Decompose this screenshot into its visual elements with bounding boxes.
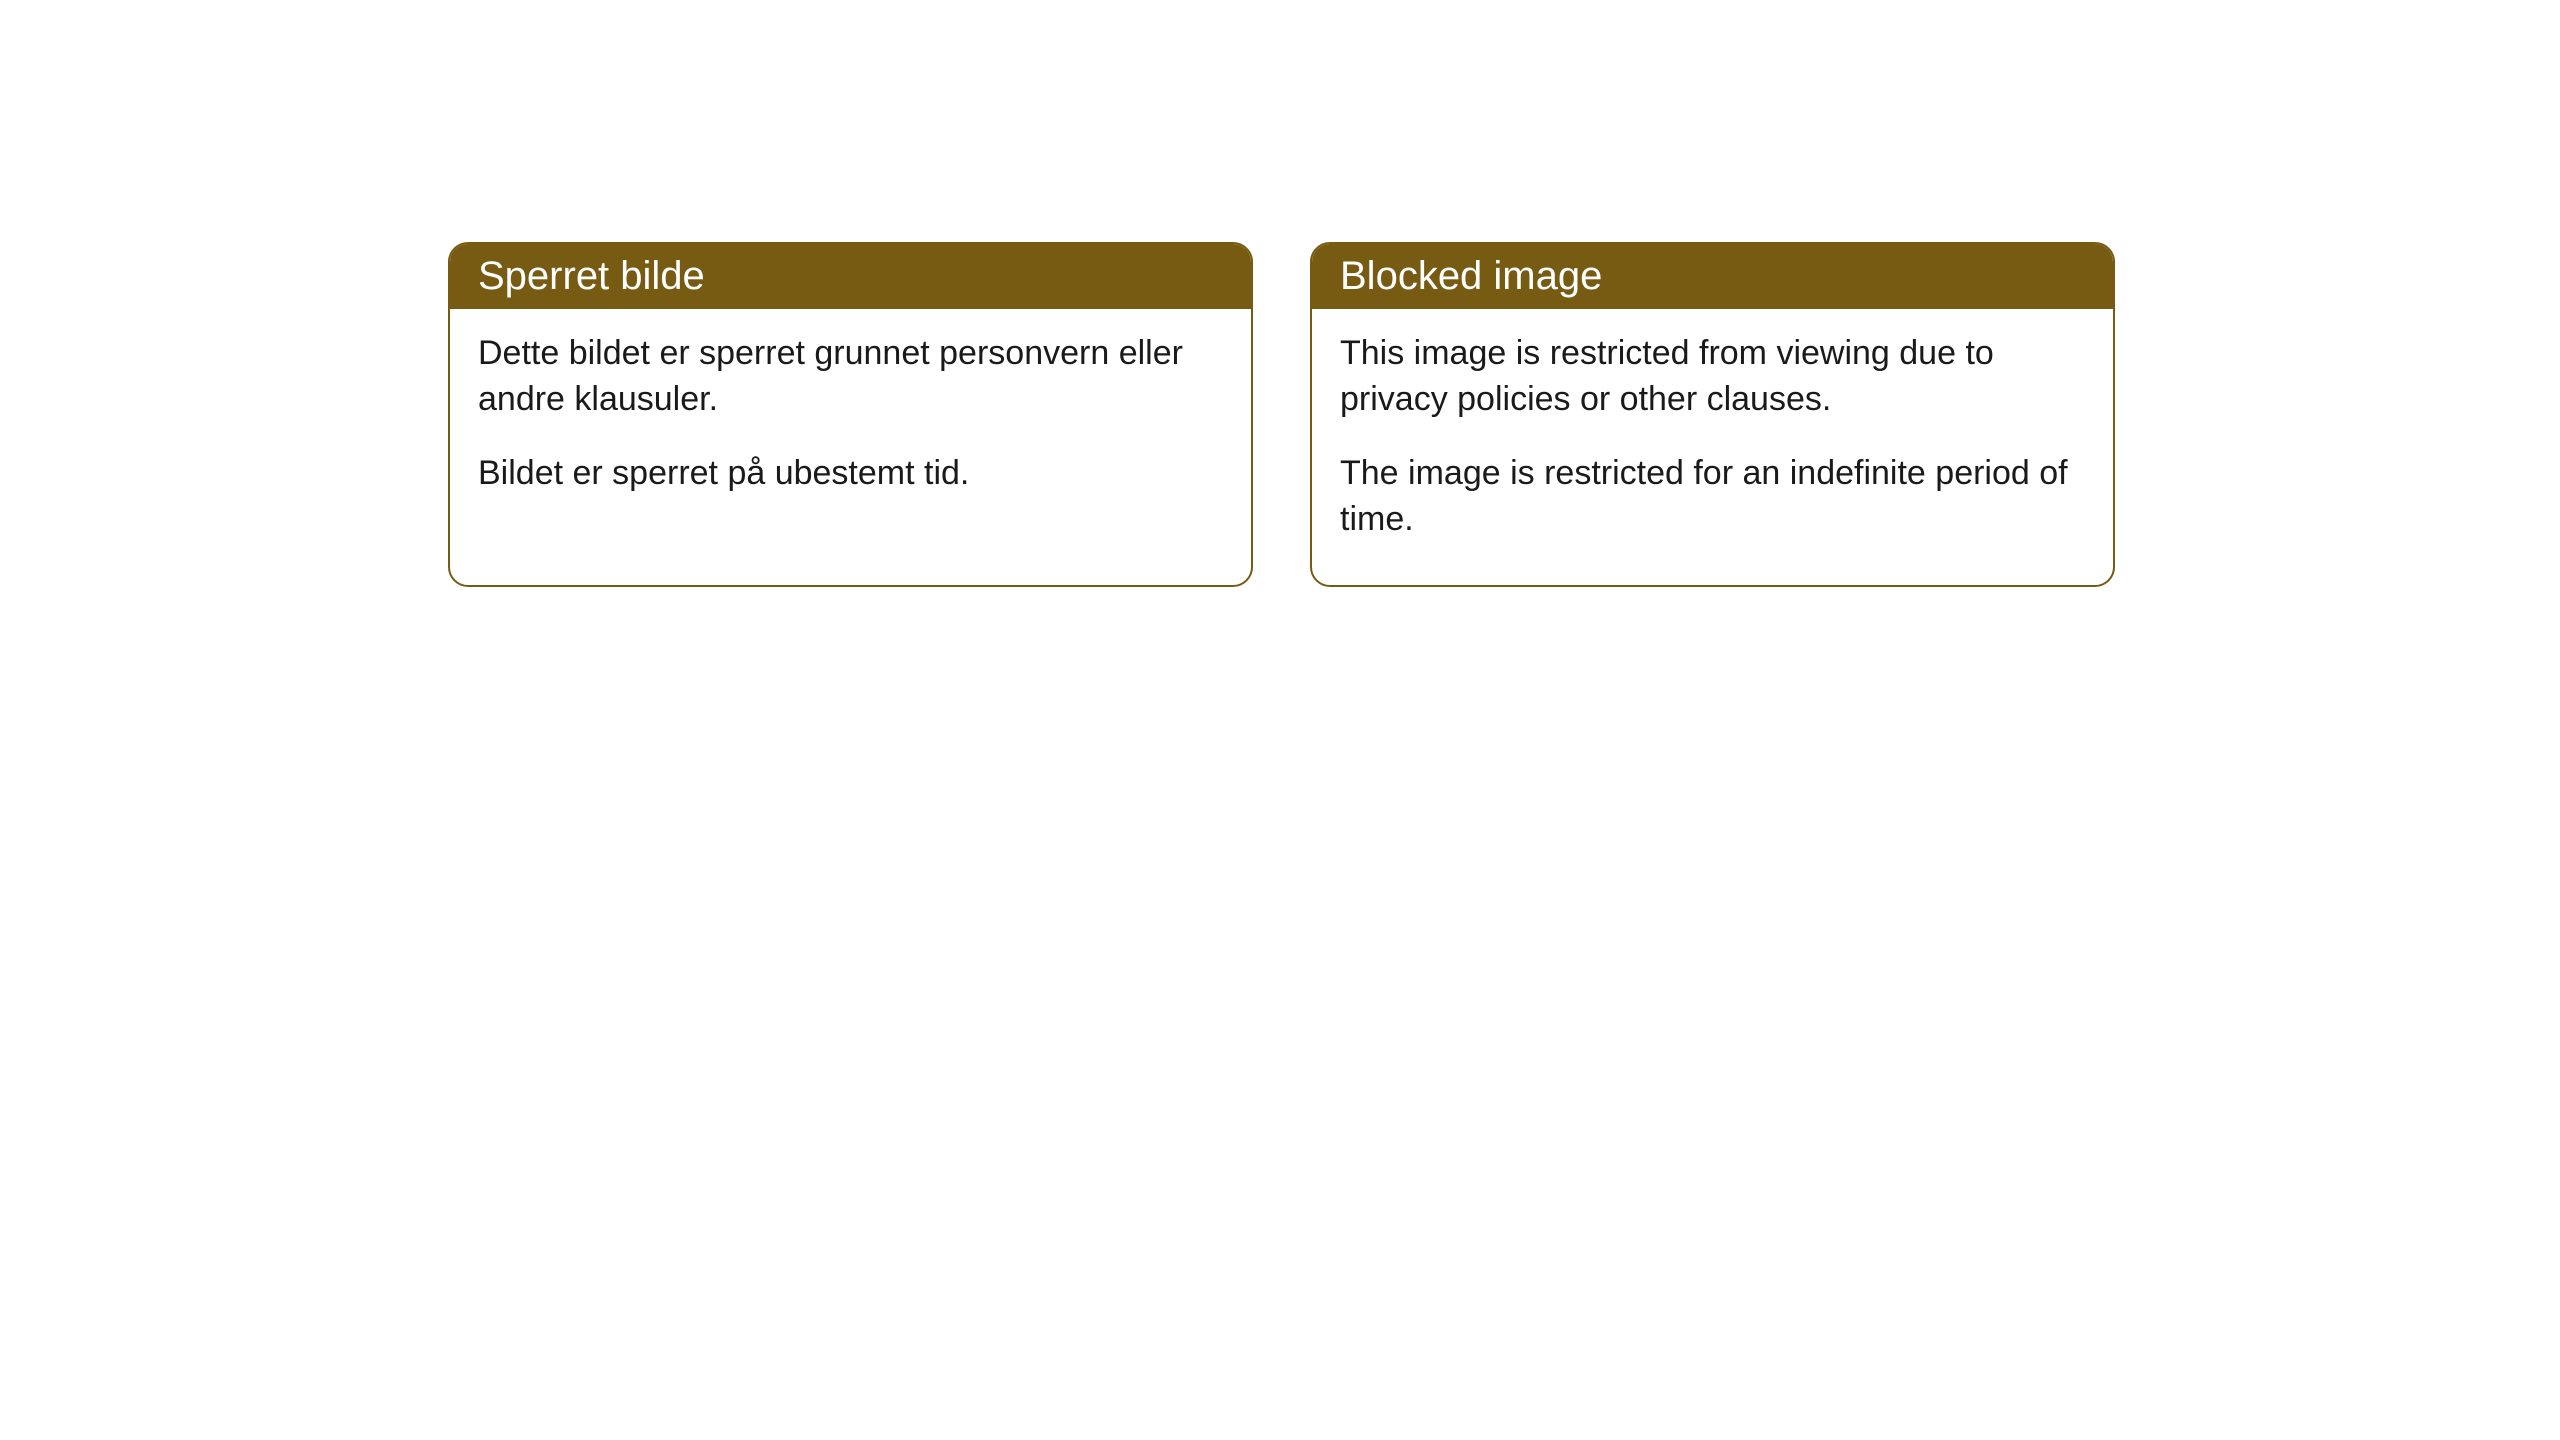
card-paragraph-1: This image is restricted from viewing du… <box>1340 331 2085 423</box>
notice-card-english: Blocked image This image is restricted f… <box>1310 242 2115 587</box>
card-title: Blocked image <box>1340 254 1602 298</box>
card-header: Sperret bilde <box>450 244 1251 309</box>
card-paragraph-2: Bildet er sperret på ubestemt tid. <box>478 451 1223 497</box>
notice-container: Sperret bilde Dette bildet er sperret gr… <box>448 242 2115 587</box>
card-header: Blocked image <box>1312 244 2113 309</box>
notice-card-norwegian: Sperret bilde Dette bildet er sperret gr… <box>448 242 1253 587</box>
card-body: Dette bildet er sperret grunnet personve… <box>450 309 1251 539</box>
card-paragraph-1: Dette bildet er sperret grunnet personve… <box>478 331 1223 423</box>
card-body: This image is restricted from viewing du… <box>1312 309 2113 585</box>
card-title: Sperret bilde <box>478 254 705 298</box>
card-paragraph-2: The image is restricted for an indefinit… <box>1340 451 2085 543</box>
